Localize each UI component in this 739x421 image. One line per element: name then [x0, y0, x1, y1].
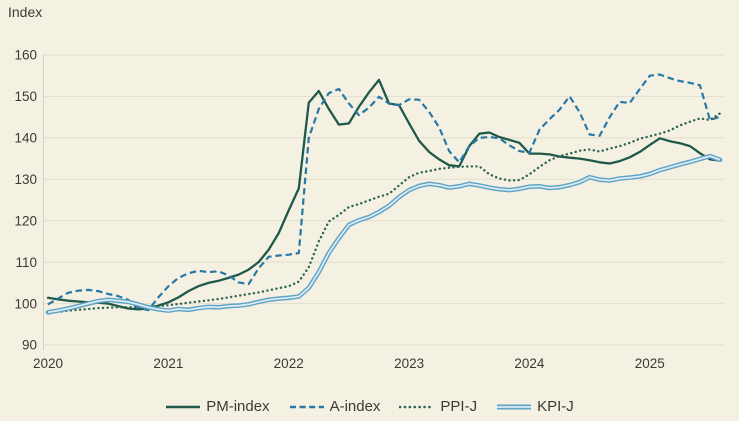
legend-label-ppi-j: PPI-J	[440, 398, 478, 415]
a-index-line	[47, 73, 721, 312]
legend-item-kpi-j: KPI-J	[496, 398, 574, 415]
ppi-j-line	[46, 112, 722, 314]
ppi-j-line-swatch	[399, 405, 436, 408]
y-tick-label: 90	[22, 338, 37, 353]
x-tick-label: 2021	[153, 356, 183, 371]
legend-item-a-index: A-index	[289, 398, 381, 415]
y-tick-label: 140	[14, 131, 37, 146]
legend-label-pm-index: PM-index	[206, 398, 270, 415]
y-tick-label: 160	[14, 48, 37, 63]
y-tick-label: 150	[14, 89, 37, 104]
x-tick-label: 2023	[394, 356, 424, 371]
x-tick-label: 2020	[33, 356, 63, 371]
y-tick-label: 110	[15, 255, 37, 270]
x-tick-label: 2025	[635, 356, 665, 371]
a-index-line-swatch	[289, 405, 324, 408]
chart-legend: PM-index A-index PPI-J KPI-J	[0, 398, 739, 415]
y-tick-label: 100	[14, 296, 37, 311]
legend-label-a-index: A-index	[329, 398, 381, 415]
pm-index-line	[46, 78, 722, 311]
y-tick-label: 130	[14, 172, 37, 187]
y-tick-label: 120	[14, 213, 37, 228]
pm-index-line-swatch	[166, 405, 201, 408]
kpi-j-line-inner	[47, 155, 721, 314]
x-tick-label: 2024	[514, 356, 545, 371]
y-axis-title: Index	[8, 4, 43, 20]
x-tick-label: 2022	[274, 356, 304, 371]
legend-item-pm-index: PM-index	[165, 398, 270, 415]
legend-label-kpi-j: KPI-J	[537, 398, 574, 415]
kpi-j-line-swatch	[497, 404, 532, 409]
legend-item-ppi-j: PPI-J	[399, 398, 477, 415]
